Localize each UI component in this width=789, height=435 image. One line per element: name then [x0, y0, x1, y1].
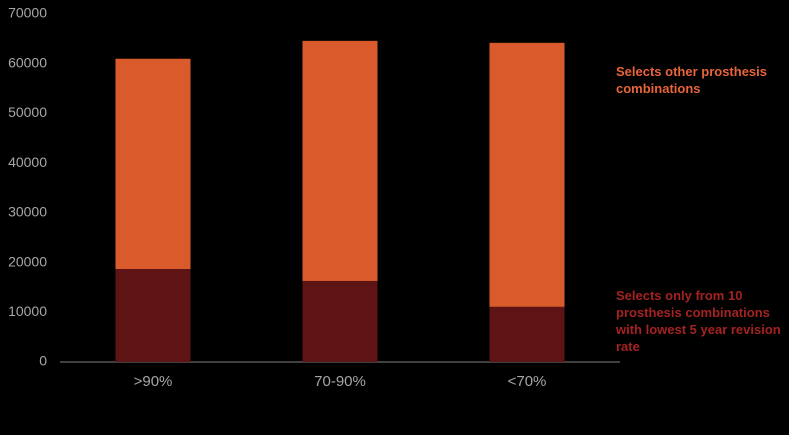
y-tick-label: 10000 [8, 303, 47, 319]
x-tick-label: <70% [508, 373, 547, 390]
y-tick-label: 50000 [8, 104, 47, 120]
legend-entry: Selects other prosthesis combinations [616, 64, 767, 96]
bar-segment [489, 306, 565, 362]
y-tick-label: 30000 [8, 204, 47, 220]
bar-segment [489, 42, 565, 307]
y-tick-label: 70000 [8, 5, 47, 21]
y-tick-label: 0 [39, 353, 47, 369]
bar-segment [115, 58, 191, 270]
x-tick-label: >90% [134, 373, 173, 390]
legend-entry: Selects only from 10 prosthesis combinat… [616, 288, 781, 354]
y-tick-label: 20000 [8, 253, 47, 269]
x-tick-label: 70-90% [314, 373, 366, 390]
y-tick-label: 40000 [8, 154, 47, 170]
bar-segment [302, 280, 378, 362]
y-tick-label: 60000 [8, 54, 47, 70]
bar-segment [302, 40, 378, 281]
bar-segment [115, 269, 191, 362]
